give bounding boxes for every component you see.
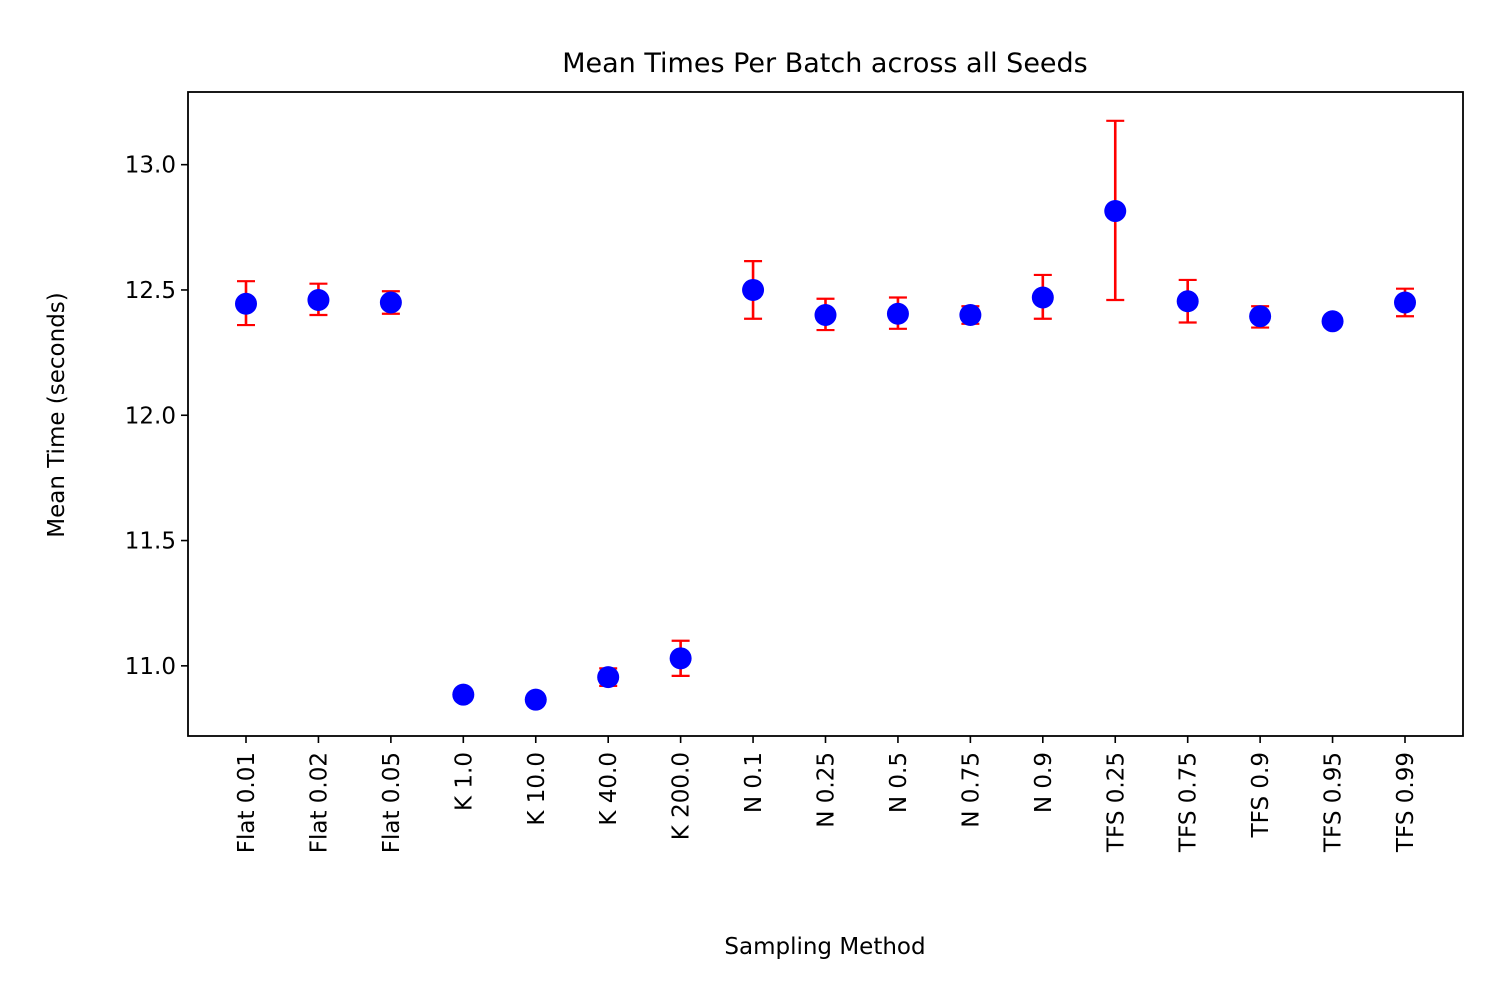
data-point <box>886 302 909 325</box>
x-tick-label: TFS 0.75 <box>1176 752 1202 853</box>
y-axis-label: Mean Time (seconds) <box>44 292 70 538</box>
x-tick-label: Flat 0.02 <box>306 752 332 853</box>
y-tick-label: 12.5 <box>125 278 176 304</box>
y-ticks: 11.0 11.5 12.0 12.5 13.0 <box>125 153 188 680</box>
data-point <box>1031 286 1054 309</box>
data-point <box>307 288 330 311</box>
data-point <box>1249 305 1272 328</box>
x-tick-label: TFS 0.25 <box>1103 752 1129 853</box>
data-point <box>959 304 982 327</box>
data-point <box>597 666 620 689</box>
x-tick-label: N 0.75 <box>958 752 984 828</box>
data-point <box>1104 200 1127 223</box>
x-tick-label: Flat 0.05 <box>379 752 405 853</box>
x-tick-label: K 40.0 <box>596 752 622 826</box>
x-tick-label: K 1.0 <box>451 752 477 811</box>
data-point <box>235 292 257 315</box>
x-axis-label: Sampling Method <box>724 934 925 960</box>
y-tick-label: 11.5 <box>125 529 176 555</box>
x-tick-label: TFS 0.95 <box>1321 752 1347 853</box>
y-tick-label: 12.0 <box>125 403 176 429</box>
x-tick-label: TFS 0.9 <box>1248 752 1274 838</box>
data-point <box>1176 290 1199 313</box>
x-tick-label: TFS 0.99 <box>1393 752 1419 853</box>
y-tick-label: 13.0 <box>125 153 176 179</box>
data-point <box>452 683 475 706</box>
x-tick-label: N 0.5 <box>886 752 912 813</box>
x-tick-label: K 200.0 <box>669 752 695 840</box>
data-point <box>379 291 402 314</box>
data-point <box>1321 310 1344 333</box>
data-points <box>235 200 1416 711</box>
chart-title: Mean Times Per Batch across all Seeds <box>562 48 1088 79</box>
y-tick-label: 11.0 <box>125 654 176 680</box>
data-point <box>669 647 692 670</box>
data-point <box>524 688 547 711</box>
x-ticks: Flat 0.01 Flat 0.02 Flat 0.05 K 1.0 K 10.0 K … <box>234 736 1419 853</box>
x-tick-label: K 10.0 <box>524 752 550 826</box>
x-tick-label: N 0.1 <box>741 752 767 813</box>
plot-frame <box>187 91 1464 737</box>
x-tick-label: N 0.25 <box>814 752 840 828</box>
data-point <box>1394 291 1416 314</box>
x-tick-label: N 0.9 <box>1031 752 1057 813</box>
data-point <box>814 304 837 327</box>
x-tick-label: Flat 0.01 <box>234 752 260 853</box>
data-point <box>742 278 765 301</box>
